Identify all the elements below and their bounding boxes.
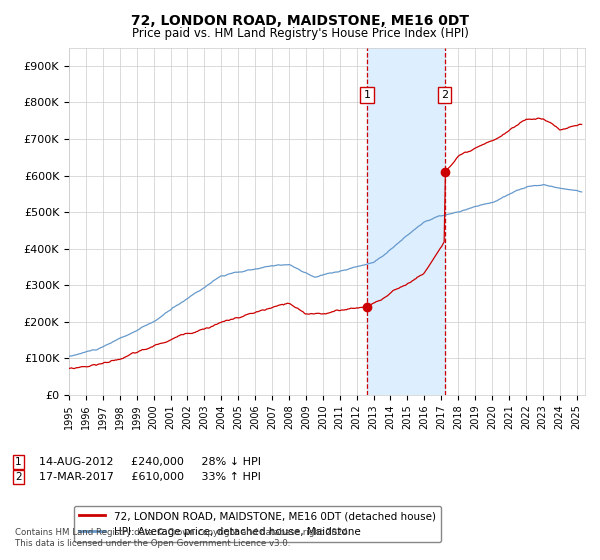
Text: Contains HM Land Registry data © Crown copyright and database right 2024.
This d: Contains HM Land Registry data © Crown c… [15,528,350,548]
Text: 2: 2 [15,472,22,482]
Text: 14-AUG-2012     £240,000     28% ↓ HPI: 14-AUG-2012 £240,000 28% ↓ HPI [39,457,261,467]
Text: 17-MAR-2017     £610,000     33% ↑ HPI: 17-MAR-2017 £610,000 33% ↑ HPI [39,472,261,482]
Bar [367,48,445,395]
Text: Price paid vs. HM Land Registry's House Price Index (HPI): Price paid vs. HM Land Registry's House … [131,27,469,40]
Text: 1: 1 [364,90,371,100]
Text: 72, LONDON ROAD, MAIDSTONE, ME16 0DT: 72, LONDON ROAD, MAIDSTONE, ME16 0DT [131,14,469,28]
Text: 2: 2 [441,90,448,100]
Text: 1: 1 [15,457,22,467]
Legend: 72, LONDON ROAD, MAIDSTONE, ME16 0DT (detached house), HPI: Average price, detac: 72, LONDON ROAD, MAIDSTONE, ME16 0DT (de… [74,506,441,542]
